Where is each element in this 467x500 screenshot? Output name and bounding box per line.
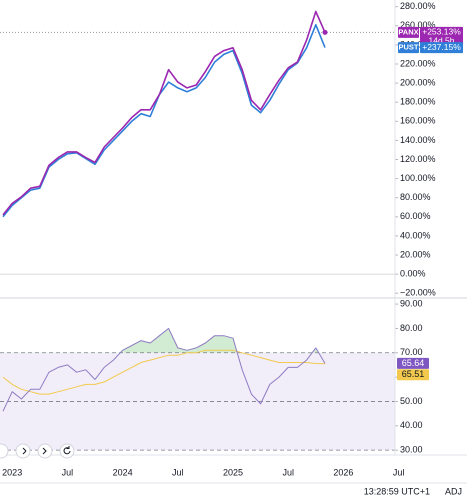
icon [22,447,27,455]
y-tick-label: 140.00% [400,135,436,145]
y-tick-label: 260.00% [400,20,436,30]
y-tick-label: 70.00 [400,347,423,357]
reset-button[interactable] [59,443,75,459]
series-name: PUST [398,43,418,52]
value-badge [397,357,429,369]
y-tick-label: 40.00% [400,230,431,240]
scroll-right-button[interactable] [37,443,53,459]
countdown: 14d 5h [429,36,455,46]
y-tick-label: 60.00% [400,211,431,221]
x-tick-label: 2025 [223,467,243,477]
value-label: 65.51 [402,369,425,379]
icon [63,446,71,455]
price-line [2,24,326,218]
last-point [322,29,328,35]
y-tick-label: 280.00% [400,1,436,11]
y-tick-label: 20.00% [400,249,431,259]
y-tick-label: 50.00 [400,396,423,406]
x-tick-label: Jul [172,467,184,477]
value-badge [420,26,463,47]
y-tick-label: 90.00 [400,298,423,308]
price-line [2,10,326,216]
series-name-badge [398,42,419,54]
icon [42,447,47,455]
value-label: 65.64 [402,358,425,368]
rsi-line [2,327,326,412]
x-tick-label: 2026 [333,467,353,477]
clock: 13:28:59 UTC+1 [364,486,430,496]
y-tick-label: 120.00% [400,154,436,164]
x-tick-label: Jul [62,467,74,477]
zoom-out-button[interactable] [0,443,9,459]
series-name-badge [398,26,419,38]
value-badge [397,369,429,381]
y-tick-label: 180.00% [400,97,436,107]
value-label: +237.15% [422,42,461,52]
y-tick-label: 80.00% [400,192,431,202]
x-tick-label: 2023 [2,467,22,477]
y-tick-label: 0.00% [400,268,426,278]
y-tick-label: 220.00% [400,58,436,68]
rsi-ma-line [2,349,326,395]
y-tick-label: −20.00% [400,288,436,298]
value-badge [420,42,463,54]
y-tick-label: 160.00% [400,116,436,126]
adjust-toggle[interactable]: ADJ [445,486,462,496]
x-tick-label: Jul [393,467,405,477]
toolbar [0,443,75,459]
overbought-fill [3,328,325,353]
y-tick-label: 30.00 [400,445,423,455]
y-tick-label: 100.00% [400,173,436,183]
x-tick-label: Jul [282,467,294,477]
series-name: PANX [398,27,418,36]
y-tick-label: 80.00 [400,323,423,333]
y-tick-label: 40.00 [400,420,423,430]
value-label: +253.13% [422,27,461,37]
x-tick-label: 2024 [113,467,133,477]
y-tick-label: 200.00% [400,77,436,87]
zoom-in-button[interactable] [15,443,31,459]
